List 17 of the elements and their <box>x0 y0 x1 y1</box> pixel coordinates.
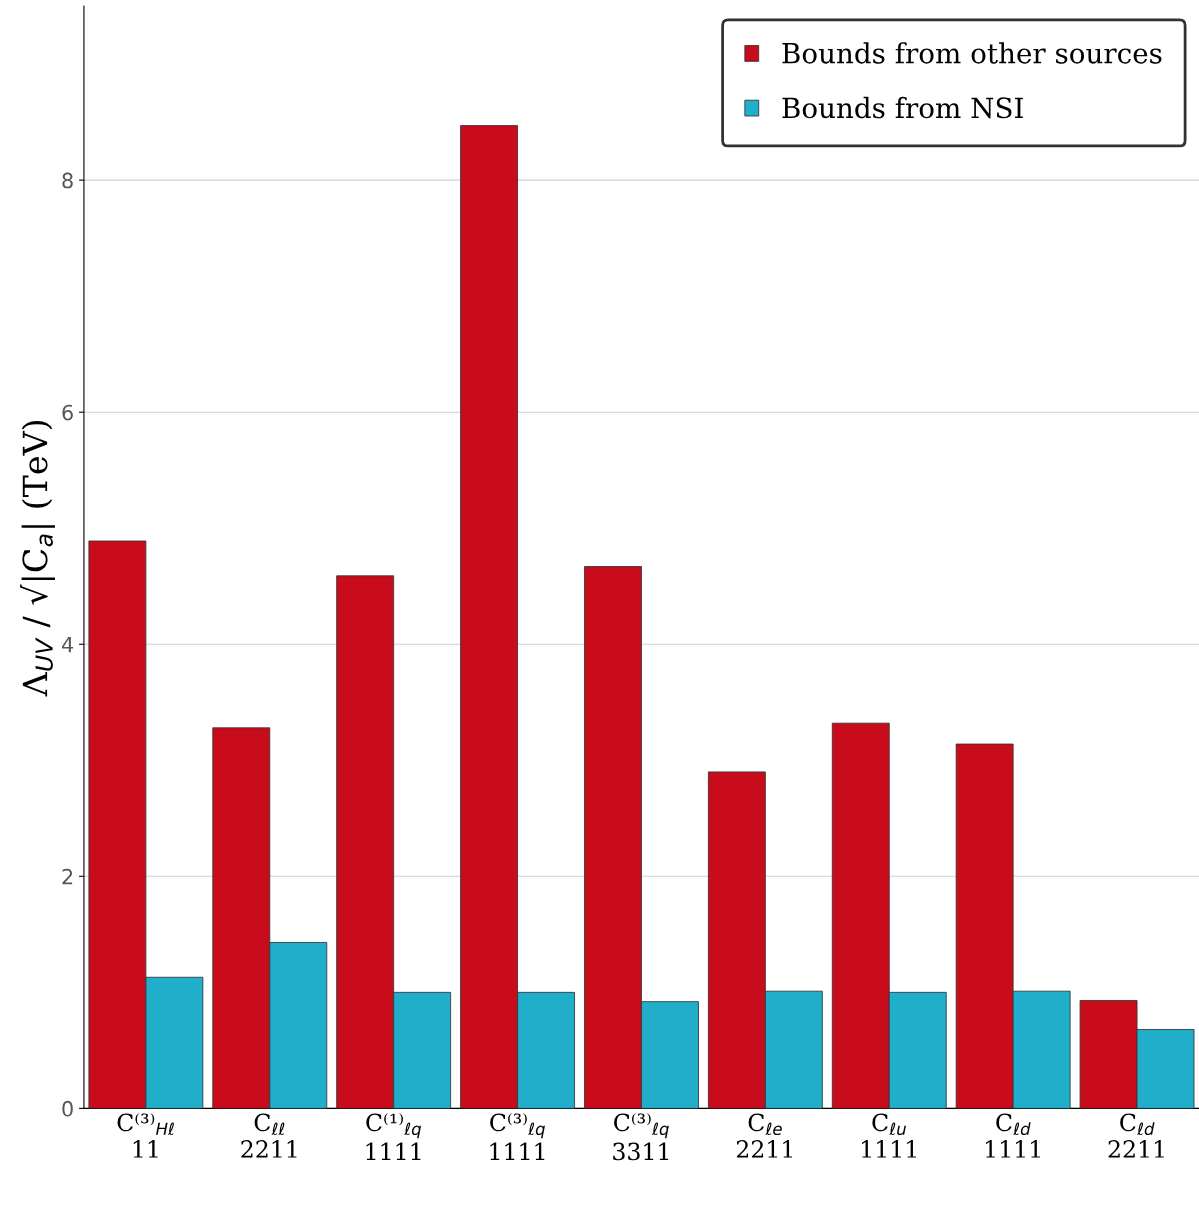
x-tick-label: C$_{ℓu}$ 1111 <box>862 1113 916 1158</box>
y-tick-label: 8 <box>62 172 73 189</box>
y-tick-label: 0 <box>62 1100 73 1117</box>
x-tick-label: C$_{ℓd}$ 1111 <box>985 1113 1040 1158</box>
y-axis-title: Λ$_{UV}$ / √|C$_{a}$| (TeV) <box>20 420 55 697</box>
legend-label: Bounds from other sources <box>782 42 1162 64</box>
x-tick-label: C⁽¹⁾$_{ℓq}$ 1111 <box>366 1113 422 1161</box>
x-tick-label: C⁽³⁾$_{Hℓ}$ 11 <box>117 1113 174 1158</box>
y-tick-label: 4 <box>61 636 74 653</box>
legend-label: Bounds from NSI <box>782 96 1023 119</box>
y-tick-label: 2 <box>62 868 73 885</box>
x-tick-label: C⁽³⁾$_{ℓq}$ 3311 <box>613 1113 669 1161</box>
x-tick-label: C⁽³⁾$_{ℓq}$ 1111 <box>490 1113 545 1161</box>
x-tick-label: C$_{ℓe}$ 2211 <box>736 1113 793 1158</box>
x-tick-label: C$_{ℓd}$ 2211 <box>1108 1113 1164 1158</box>
y-tick-label: 6 <box>62 404 73 421</box>
x-tick-label: C$_{ℓℓ}$ 2211 <box>241 1113 297 1158</box>
